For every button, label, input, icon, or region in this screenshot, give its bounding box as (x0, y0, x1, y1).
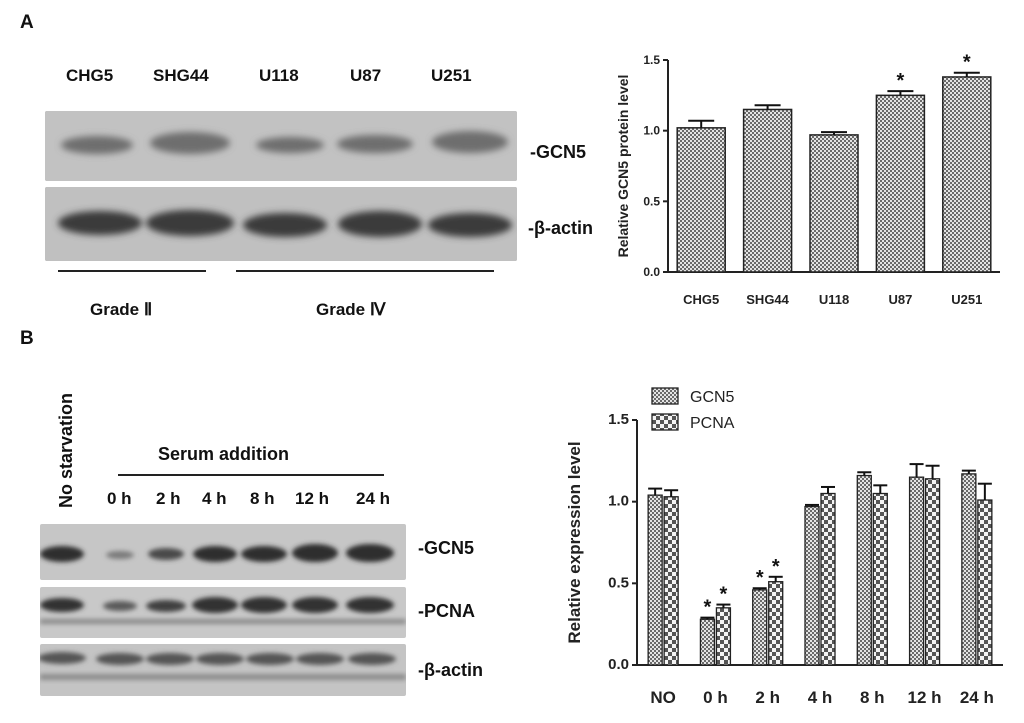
grade-ii-label: Grade Ⅱ (90, 300, 153, 319)
chart0-x-tick-label: CHG5 (683, 292, 719, 307)
chart0-x-tick-label: SHG44 (746, 292, 789, 307)
chart1-significance-star: * (772, 556, 780, 578)
grade-ii-line (58, 270, 206, 272)
lane-label-0h: 0 h (107, 489, 132, 508)
chart1-x-tick-label: 8 h (860, 688, 885, 707)
chart1-bar-gcn5 (752, 589, 768, 666)
lane-label-u118: U118 (259, 66, 299, 85)
chart0-x-tick-label: U87 (888, 292, 912, 307)
band-label-b-pcna: -PCNA (418, 601, 475, 621)
chart1-x-tick-label: 24 h (960, 688, 994, 707)
chart0-bar-shg44 (742, 108, 793, 273)
chart1-x-tick-label: 2 h (755, 688, 780, 707)
chart1-y-tick-label: 0.0 (608, 656, 629, 673)
lane-label-12h: 12 h (295, 489, 330, 508)
chart1-bar-gcn5 (804, 505, 820, 666)
lane-label-chg5: CHG5 (66, 66, 114, 85)
chart1-legend-swatch-gcn5 (651, 387, 679, 405)
chart0-significance-star: * (963, 52, 971, 74)
chart0-x-tick-label: U118 (819, 292, 849, 307)
grade-iv-label: Grade Ⅳ (316, 300, 386, 319)
chart0-y-tick-label: 0.5 (643, 194, 660, 208)
chart1-significance-star: * (756, 567, 764, 589)
lane-label-4h: 4 h (202, 489, 227, 508)
blot-a-gcn5 (45, 111, 517, 181)
chart0-y-tick-label: 1.0 (643, 124, 660, 138)
lane-label-2h: 2 h (156, 489, 181, 508)
chart1-bar-pcna (715, 607, 732, 666)
chart1-bar-pcna (768, 581, 784, 666)
chart1-significance-star: * (720, 584, 728, 606)
chart1-x-tick-label: 0 h (703, 688, 728, 707)
chart1-y-tick-label: 1.0 (608, 493, 629, 510)
lane-label-u251: U251 (431, 66, 472, 85)
chart1-bar-pcna (924, 478, 941, 666)
chart0-bar-u87 (875, 94, 926, 273)
grade-iv-line (236, 270, 494, 272)
chart1-significance-star: * (704, 597, 712, 619)
chart0-y-tick-label: 0.0 (643, 265, 660, 279)
lane-label-24h: 24 h (356, 489, 391, 508)
chart0-y-axis-label: Relative GCN5 protein level (615, 75, 631, 258)
chart1-bar-pcna (872, 492, 888, 666)
chart1-legend-label-pcna: PCNA (690, 415, 735, 432)
chart1-x-tick-label: 12 h (908, 688, 942, 707)
band-label-b-actin: -β-actin (418, 660, 483, 680)
lane-label-shg44: SHG44 (153, 66, 209, 85)
chart1-bar-gcn5 (856, 474, 872, 666)
panel-a-letter: A (20, 12, 34, 33)
chart0-bar-chg5 (676, 127, 726, 273)
chart0-x-tick-label: U251 (951, 292, 982, 307)
blot-a-actin (45, 187, 517, 261)
band-label-a-gcn5: -GCN5 (530, 142, 587, 162)
lane-label-8h: 8 h (250, 489, 275, 508)
chart0-bar-u118 (809, 134, 859, 273)
chart1-bar-gcn5 (647, 494, 663, 666)
chart1-x-tick-label: NO (650, 688, 676, 707)
chart1-bar-pcna (820, 492, 836, 666)
chart1-y-tick-label: 1.5 (608, 411, 629, 428)
chart1-legend-label-gcn5: GCN5 (690, 389, 735, 406)
chart1-bar-gcn5 (961, 473, 977, 666)
chart1-legend-swatch-pcna (651, 413, 679, 431)
chart0-bar-u251 (942, 76, 992, 273)
blot-b-gcn5 (40, 524, 406, 580)
blot-b-pcna (40, 587, 406, 638)
chart0-y-tick-label: 1.5 (643, 53, 660, 67)
blot-b-actin (40, 644, 406, 696)
band-label-a-actin: -β-actin (528, 218, 593, 238)
serum-addition-line (118, 474, 384, 476)
lane-label-u87: U87 (350, 66, 382, 85)
panel-b-letter: B (20, 328, 34, 349)
chart0-significance-star: * (897, 70, 905, 92)
band-label-b-gcn5: -GCN5 (418, 538, 475, 558)
chart1-x-tick-label: 4 h (808, 688, 833, 707)
chart1-bar-gcn5 (908, 476, 925, 666)
serum-addition-label: Serum addition (158, 444, 290, 464)
chart1-bar-gcn5 (699, 618, 716, 666)
chart1-y-tick-label: 0.5 (608, 574, 629, 591)
chart1-y-axis-label: Relative expression level (565, 441, 584, 643)
chart1-bar-pcna (663, 496, 679, 666)
chart1-bar-pcna (977, 499, 993, 666)
